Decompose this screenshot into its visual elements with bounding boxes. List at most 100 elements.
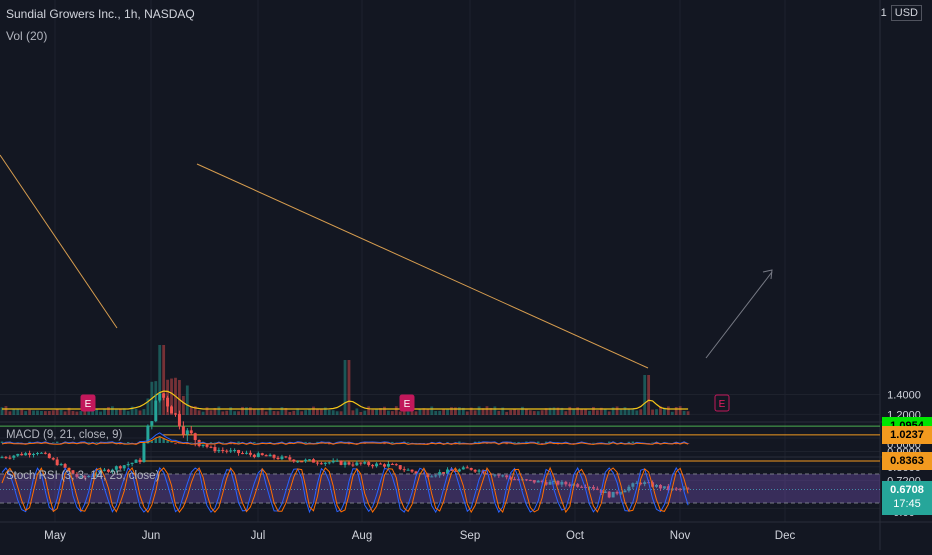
candle-155 bbox=[611, 491, 615, 498]
currency-badge[interactable]: USD bbox=[890, 5, 922, 21]
candle-110 bbox=[434, 474, 438, 478]
candle-168 bbox=[662, 486, 666, 490]
volume-bar-33 bbox=[130, 406, 134, 415]
volume-bar-112 bbox=[442, 408, 445, 415]
candle-6 bbox=[24, 451, 28, 456]
candle-171 bbox=[674, 487, 678, 491]
candle-29 bbox=[114, 465, 118, 473]
projection-line bbox=[705, 271, 773, 359]
candle-162 bbox=[639, 481, 643, 486]
macd-hist-131 bbox=[517, 441, 520, 443]
price-label-1-0237[interactable]: 1.0237 bbox=[882, 425, 932, 444]
candle-92 bbox=[363, 460, 367, 465]
macd-hist-7 bbox=[28, 441, 31, 443]
candle-51 bbox=[201, 444, 205, 448]
volume-bar-171 bbox=[674, 407, 678, 415]
volume-bar-147 bbox=[580, 409, 583, 415]
volume-bar-31 bbox=[122, 408, 126, 415]
volume-bar-132 bbox=[521, 406, 524, 415]
volume-bar-23 bbox=[91, 410, 95, 415]
candle-38 bbox=[150, 421, 154, 430]
candle-44 bbox=[173, 412, 177, 417]
time-label-oct: Oct bbox=[566, 530, 585, 542]
volume-bar-144 bbox=[568, 406, 572, 415]
candle-7 bbox=[28, 450, 32, 458]
macd-hist-13 bbox=[52, 442, 55, 443]
candle-121 bbox=[477, 468, 481, 475]
volume-bar-101 bbox=[398, 411, 402, 415]
volume-bar-162 bbox=[639, 409, 643, 415]
candle-63 bbox=[248, 450, 252, 457]
candle-159 bbox=[627, 484, 631, 493]
candle-153 bbox=[603, 489, 607, 494]
scale-mode[interactable]: 1 bbox=[880, 7, 887, 19]
candle-77 bbox=[304, 458, 308, 463]
volume-bar-36 bbox=[142, 409, 146, 415]
candle-74 bbox=[292, 459, 296, 463]
candle-1 bbox=[4, 455, 8, 460]
volume-bar-117 bbox=[461, 407, 465, 415]
volume-bar-170 bbox=[670, 411, 674, 415]
volume-bar-26 bbox=[103, 408, 106, 415]
earnings-marker-label-1: E bbox=[404, 399, 411, 410]
volume-bar-151 bbox=[595, 410, 599, 415]
stoch-d-line bbox=[1, 466, 689, 514]
volume-bar-80 bbox=[316, 408, 319, 415]
candle-46 bbox=[181, 421, 185, 438]
time-label-sep: Sep bbox=[460, 530, 480, 542]
candle-134 bbox=[528, 479, 532, 482]
volume-bar-114 bbox=[450, 407, 453, 415]
volume-bar-25 bbox=[99, 411, 102, 415]
candle-70 bbox=[276, 455, 280, 460]
price-label-0-6708[interactable]: 0.6708 17:45 bbox=[882, 480, 932, 515]
stoch-rsi-label[interactable]: Stoch RSI (3, 3, 14, 25, close) bbox=[6, 470, 160, 482]
volume-bar-93 bbox=[367, 406, 371, 415]
volume-bar-137 bbox=[540, 410, 544, 415]
macd-label[interactable]: MACD (9, 21, close, 9) bbox=[6, 429, 123, 441]
candle-95 bbox=[375, 462, 379, 468]
volume-bar-77 bbox=[304, 410, 307, 415]
volume-bar-35 bbox=[138, 410, 142, 415]
candle-55 bbox=[217, 447, 221, 453]
macd-hist-81 bbox=[320, 443, 323, 444]
volume-bar-60 bbox=[237, 411, 240, 415]
candle-15 bbox=[59, 462, 63, 466]
candle-11 bbox=[43, 451, 47, 455]
macd-hist-133 bbox=[525, 441, 528, 443]
volume-bar-100 bbox=[394, 406, 398, 415]
volume-bar-69 bbox=[272, 411, 276, 415]
volume-bar-67 bbox=[264, 411, 268, 415]
candle-142 bbox=[560, 479, 564, 487]
candle-8 bbox=[32, 452, 36, 458]
candle-93 bbox=[367, 460, 371, 467]
volume-bar-150 bbox=[592, 406, 595, 415]
macd-hist-0 bbox=[0, 441, 4, 443]
volume-bar-110 bbox=[434, 410, 438, 415]
volume-bar-113 bbox=[446, 409, 449, 415]
volume-bar-173 bbox=[682, 410, 686, 415]
volume-bar-20 bbox=[79, 411, 83, 415]
currency-selector[interactable]: 1 USD bbox=[880, 5, 922, 21]
candle-13 bbox=[51, 457, 55, 461]
candle-84 bbox=[331, 458, 335, 464]
macd-hist-166 bbox=[655, 443, 658, 445]
candle-118 bbox=[465, 465, 469, 469]
volume-bar-116 bbox=[457, 407, 461, 415]
volume-bar-94 bbox=[371, 409, 375, 415]
candle-73 bbox=[288, 454, 292, 462]
candle-151 bbox=[595, 486, 599, 491]
earnings-marker-2 bbox=[714, 394, 730, 412]
candle-129 bbox=[509, 475, 513, 481]
symbol-title: Sundial Growers Inc., 1h, NASDAQ bbox=[6, 7, 195, 21]
price-label-0-8363[interactable]: 0.8363 bbox=[882, 452, 932, 471]
macd-hist-112 bbox=[442, 443, 445, 444]
volume-bar-4 bbox=[16, 409, 20, 415]
volume-bar-87 bbox=[343, 360, 347, 415]
candle-33 bbox=[130, 462, 134, 467]
candle-102 bbox=[402, 466, 406, 473]
candle-160 bbox=[631, 482, 635, 490]
candle-157 bbox=[619, 491, 623, 495]
volume-bar-12 bbox=[47, 410, 51, 415]
